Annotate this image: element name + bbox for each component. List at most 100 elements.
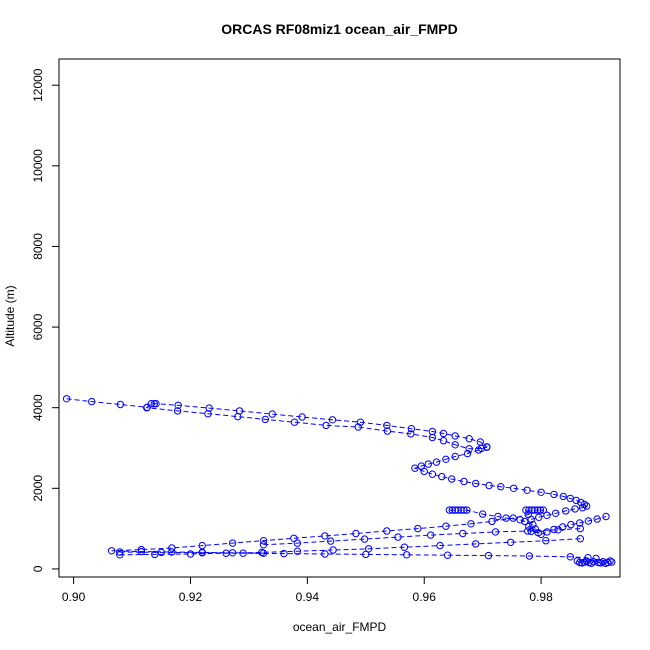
data-point	[259, 541, 268, 549]
data-point	[484, 551, 493, 560]
data-point	[457, 506, 465, 514]
data-point	[522, 506, 530, 514]
data-point	[521, 517, 529, 526]
data-point	[599, 558, 607, 566]
data-point	[559, 492, 567, 501]
data-point	[116, 551, 124, 559]
chart-title: ORCAS RF08miz1 ocean_air_FMPD	[221, 21, 458, 37]
data-point	[107, 547, 116, 555]
data-point	[463, 449, 472, 458]
data-point	[577, 498, 585, 507]
data-point	[587, 559, 596, 567]
data-point	[472, 479, 480, 488]
data-point	[539, 506, 548, 514]
data-point	[362, 550, 370, 559]
data-point	[329, 546, 337, 554]
data-point	[567, 520, 575, 529]
data-point	[228, 539, 237, 547]
data-point	[327, 537, 335, 545]
data-point	[328, 416, 337, 424]
data-point	[566, 553, 574, 561]
data-point	[542, 537, 550, 545]
data-point	[293, 539, 302, 547]
data-point	[602, 512, 610, 521]
data-point	[536, 506, 545, 514]
data-point	[523, 486, 531, 494]
data-point	[268, 410, 276, 418]
data-point	[509, 514, 517, 522]
data-point	[354, 423, 362, 431]
data-point	[168, 544, 176, 552]
data-point	[451, 432, 459, 440]
data-point	[290, 418, 299, 426]
y-tick-label: 6000	[31, 313, 45, 340]
data-point	[321, 550, 329, 558]
data-point	[448, 475, 456, 483]
data-point	[293, 547, 302, 555]
data-point	[488, 517, 496, 526]
data-point	[280, 549, 288, 558]
data-point	[436, 541, 444, 550]
y-tick-label: 2000	[31, 475, 45, 502]
data-point	[535, 513, 543, 521]
data-point	[502, 514, 510, 522]
data-point	[494, 512, 502, 521]
data-point	[356, 418, 365, 426]
series-line	[263, 528, 581, 546]
data-point	[550, 525, 558, 534]
data-point	[552, 509, 560, 517]
data-point	[151, 550, 159, 559]
data-point	[116, 400, 125, 409]
data-point	[234, 412, 242, 421]
data-point	[472, 540, 480, 548]
data-point	[507, 538, 515, 546]
data-point	[463, 506, 471, 514]
data-point	[442, 455, 450, 463]
data-point	[204, 410, 212, 418]
data-point	[424, 460, 432, 468]
data-point	[528, 506, 536, 514]
data-point	[442, 522, 450, 530]
data-point	[474, 446, 483, 454]
y-tick-label: 10000	[31, 149, 45, 183]
plot-frame	[58, 58, 621, 578]
data-point	[205, 404, 213, 412]
y-tick-label: 12000	[31, 68, 45, 102]
series-line	[119, 551, 588, 559]
data-point	[497, 483, 505, 491]
data-point	[143, 404, 151, 412]
data-point	[383, 527, 391, 535]
x-tick-label: 0.94	[296, 590, 320, 604]
data-point	[606, 557, 614, 565]
data-point	[578, 504, 587, 512]
series-line	[413, 446, 588, 520]
x-tick-label: 0.90	[62, 590, 86, 604]
data-point	[394, 533, 402, 541]
data-point	[460, 477, 468, 486]
data-point	[533, 506, 542, 514]
data-point	[157, 548, 166, 557]
data-point	[420, 467, 428, 476]
data-point	[137, 547, 146, 556]
data-point	[116, 548, 124, 556]
data-point	[428, 470, 437, 478]
data-point	[147, 400, 156, 408]
data-point	[352, 529, 360, 538]
data-point	[365, 545, 373, 553]
data-point	[322, 421, 330, 430]
data-point	[411, 464, 419, 472]
series-line	[119, 538, 581, 556]
data-point	[62, 395, 71, 403]
data-point	[465, 435, 473, 443]
data-point	[400, 543, 409, 551]
data-point	[198, 549, 206, 557]
x-tick-label: 0.98	[529, 590, 553, 604]
y-tick-label: 8000	[31, 233, 45, 260]
series-line	[111, 509, 544, 554]
data-point	[137, 545, 146, 554]
y-axis: 0 2000 4000 6000 8000 10000 12000	[31, 68, 60, 572]
data-point	[537, 488, 545, 496]
data-point	[524, 527, 532, 535]
y-axis-label: Altitude (m)	[3, 285, 17, 346]
